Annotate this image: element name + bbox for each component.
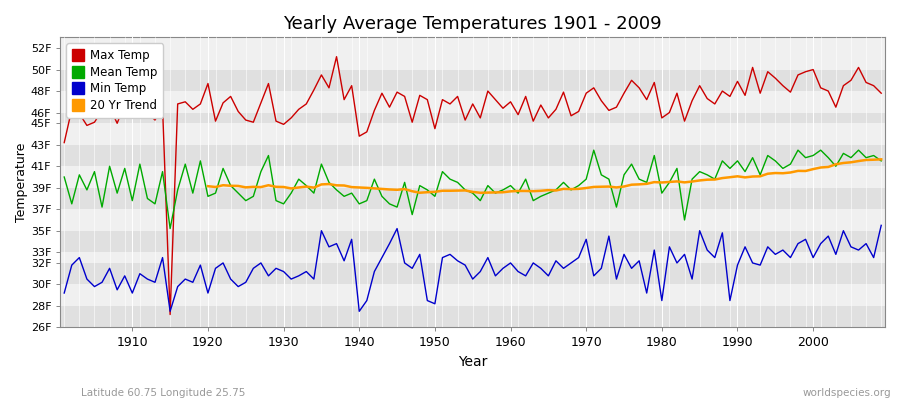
20 Yr Trend: [876, 157, 886, 162]
Bar: [60, 166, 885, 188]
Mean Temp: [58, 175, 69, 180]
Title: Yearly Average Temperatures 1901 - 2009: Yearly Average Temperatures 1901 - 2009: [284, 15, 662, 33]
Text: worldspecies.org: worldspecies.org: [803, 388, 891, 398]
Mean Temp: [120, 166, 130, 171]
Min Temp: [58, 291, 69, 296]
Bar: [60, 123, 885, 145]
20 Yr Trend: [202, 184, 213, 188]
Min Temp: [293, 274, 304, 278]
Max Temp: [331, 54, 342, 59]
Bar: [60, 70, 885, 91]
Line: Min Temp: Min Temp: [64, 225, 881, 311]
Y-axis label: Temperature: Temperature: [15, 143, 28, 222]
Max Temp: [520, 94, 531, 99]
Line: Mean Temp: Mean Temp: [64, 150, 881, 228]
Max Temp: [58, 140, 69, 145]
Bar: [60, 284, 885, 306]
Bar: [60, 306, 885, 328]
Bar: [60, 209, 885, 231]
20 Yr Trend: [475, 190, 486, 195]
X-axis label: Year: Year: [458, 355, 488, 369]
20 Yr Trend: [680, 180, 690, 185]
Bar: [60, 112, 885, 123]
Bar: [60, 231, 885, 252]
Min Temp: [876, 223, 886, 228]
Max Temp: [346, 83, 357, 88]
Bar: [60, 188, 885, 209]
Text: Latitude 60.75 Longitude 25.75: Latitude 60.75 Longitude 25.75: [81, 388, 246, 398]
Max Temp: [293, 107, 304, 112]
Line: Max Temp: Max Temp: [64, 57, 881, 314]
Min Temp: [604, 234, 615, 238]
Bar: [60, 48, 885, 70]
Min Temp: [505, 260, 516, 265]
Min Temp: [338, 258, 349, 263]
20 Yr Trend: [853, 159, 864, 164]
Mean Temp: [589, 148, 599, 152]
Max Temp: [165, 312, 176, 317]
20 Yr Trend: [785, 170, 796, 175]
Legend: Max Temp, Mean Temp, Min Temp, 20 Yr Trend: Max Temp, Mean Temp, Min Temp, 20 Yr Tre…: [67, 43, 163, 118]
Bar: [60, 91, 885, 112]
Mean Temp: [338, 194, 349, 199]
Mean Temp: [165, 226, 176, 231]
Bar: [60, 145, 885, 166]
Mean Temp: [505, 183, 516, 188]
Max Temp: [513, 112, 524, 117]
Bar: [60, 252, 885, 263]
20 Yr Trend: [293, 185, 304, 190]
Max Temp: [876, 91, 886, 96]
Min Temp: [120, 274, 130, 278]
Min Temp: [513, 269, 524, 274]
20 Yr Trend: [407, 189, 418, 194]
Mean Temp: [876, 158, 886, 163]
20 Yr Trend: [770, 171, 780, 176]
Max Temp: [611, 105, 622, 110]
Min Temp: [165, 309, 176, 314]
Mean Temp: [293, 177, 304, 182]
Mean Temp: [611, 205, 622, 210]
Line: 20 Yr Trend: 20 Yr Trend: [208, 159, 881, 193]
Max Temp: [120, 102, 130, 106]
Mean Temp: [513, 191, 524, 196]
Bar: [60, 263, 885, 284]
